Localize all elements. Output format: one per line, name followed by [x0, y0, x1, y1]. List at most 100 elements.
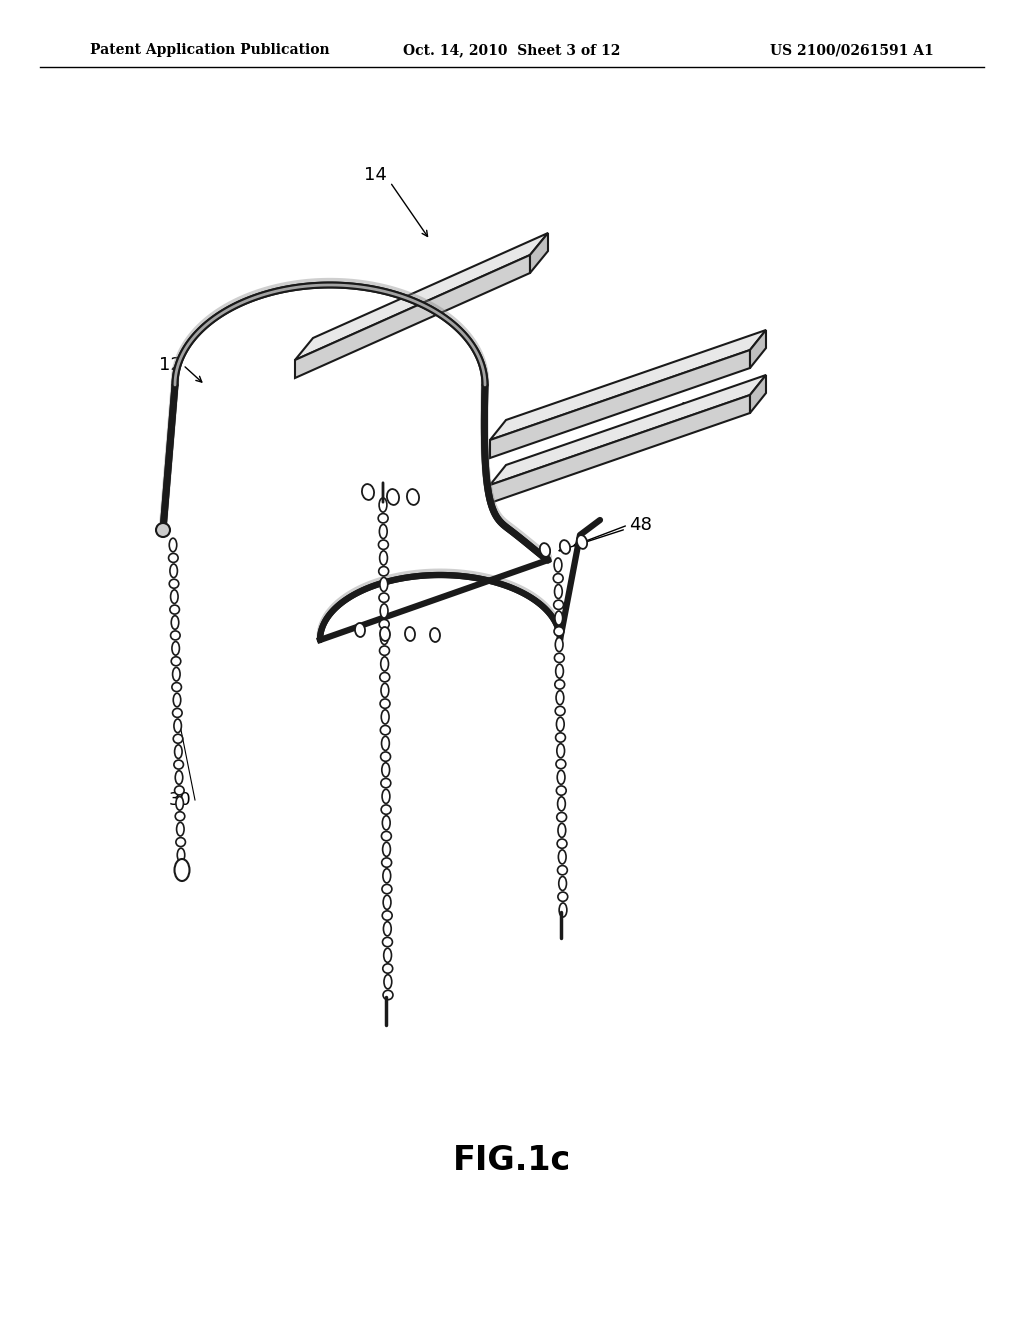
Ellipse shape — [172, 642, 179, 655]
Ellipse shape — [380, 672, 390, 682]
Ellipse shape — [556, 759, 566, 768]
Ellipse shape — [557, 813, 566, 822]
Ellipse shape — [382, 737, 389, 751]
Polygon shape — [750, 330, 766, 368]
Ellipse shape — [380, 726, 390, 735]
Text: 48: 48 — [629, 516, 651, 535]
Ellipse shape — [383, 990, 393, 999]
Ellipse shape — [383, 937, 392, 946]
Ellipse shape — [380, 603, 388, 618]
Ellipse shape — [170, 605, 179, 614]
Ellipse shape — [383, 842, 390, 857]
Text: 10: 10 — [698, 411, 721, 429]
Ellipse shape — [577, 535, 587, 549]
Ellipse shape — [381, 710, 389, 723]
Ellipse shape — [555, 680, 564, 689]
Ellipse shape — [382, 816, 390, 830]
Polygon shape — [490, 350, 750, 458]
Ellipse shape — [382, 911, 392, 920]
Text: 12: 12 — [159, 356, 181, 374]
Ellipse shape — [171, 590, 178, 603]
Ellipse shape — [380, 700, 390, 709]
Text: FIG.1c: FIG.1c — [453, 1143, 571, 1176]
Ellipse shape — [383, 921, 391, 936]
Ellipse shape — [176, 796, 183, 810]
Ellipse shape — [176, 822, 184, 836]
Ellipse shape — [171, 615, 179, 630]
Text: 30: 30 — [169, 791, 191, 809]
Ellipse shape — [555, 585, 562, 598]
Ellipse shape — [380, 577, 388, 591]
Ellipse shape — [554, 558, 562, 572]
Circle shape — [156, 523, 170, 537]
Polygon shape — [295, 234, 548, 360]
Ellipse shape — [540, 543, 550, 557]
Ellipse shape — [174, 859, 189, 880]
Ellipse shape — [556, 733, 565, 742]
Ellipse shape — [173, 693, 181, 706]
Ellipse shape — [384, 974, 392, 989]
Ellipse shape — [557, 743, 564, 758]
Ellipse shape — [379, 524, 387, 539]
Ellipse shape — [174, 744, 182, 759]
Ellipse shape — [172, 682, 181, 692]
Ellipse shape — [171, 631, 180, 640]
Polygon shape — [750, 375, 766, 413]
Ellipse shape — [173, 668, 180, 681]
Ellipse shape — [555, 706, 565, 715]
Ellipse shape — [381, 657, 388, 671]
Text: Oct. 14, 2010  Sheet 3 of 12: Oct. 14, 2010 Sheet 3 of 12 — [403, 44, 621, 57]
Ellipse shape — [558, 892, 567, 902]
Ellipse shape — [379, 498, 387, 512]
Ellipse shape — [176, 838, 185, 846]
Ellipse shape — [430, 628, 440, 642]
Ellipse shape — [361, 484, 374, 500]
Ellipse shape — [379, 566, 389, 576]
Ellipse shape — [384, 948, 391, 962]
Ellipse shape — [173, 734, 182, 743]
Ellipse shape — [169, 539, 177, 552]
Ellipse shape — [556, 717, 564, 731]
Ellipse shape — [381, 752, 390, 762]
Ellipse shape — [387, 488, 399, 506]
Ellipse shape — [556, 664, 563, 678]
Polygon shape — [295, 255, 530, 378]
Polygon shape — [490, 395, 750, 503]
Ellipse shape — [553, 574, 563, 583]
Ellipse shape — [169, 579, 179, 589]
Ellipse shape — [558, 824, 565, 837]
Ellipse shape — [404, 627, 415, 642]
Ellipse shape — [175, 812, 184, 821]
Ellipse shape — [381, 631, 388, 644]
Ellipse shape — [382, 763, 389, 777]
Ellipse shape — [554, 627, 564, 636]
Ellipse shape — [557, 840, 567, 849]
Ellipse shape — [557, 866, 567, 875]
Ellipse shape — [558, 850, 566, 865]
Ellipse shape — [557, 771, 565, 784]
Ellipse shape — [554, 601, 563, 610]
Ellipse shape — [555, 611, 562, 626]
Ellipse shape — [381, 805, 391, 814]
Ellipse shape — [559, 876, 566, 891]
Ellipse shape — [382, 789, 390, 804]
Ellipse shape — [381, 779, 391, 788]
Ellipse shape — [380, 550, 387, 565]
Ellipse shape — [170, 564, 177, 578]
Ellipse shape — [379, 593, 389, 602]
Ellipse shape — [383, 964, 392, 973]
Ellipse shape — [560, 540, 570, 554]
Ellipse shape — [177, 849, 184, 862]
Ellipse shape — [383, 869, 391, 883]
Ellipse shape — [555, 638, 563, 652]
Text: US 2100/0261591 A1: US 2100/0261591 A1 — [770, 44, 934, 57]
Ellipse shape — [381, 684, 389, 697]
Ellipse shape — [407, 488, 419, 506]
Ellipse shape — [173, 709, 182, 717]
Ellipse shape — [355, 623, 365, 638]
Ellipse shape — [378, 513, 388, 523]
Ellipse shape — [382, 858, 391, 867]
Polygon shape — [490, 375, 766, 484]
Ellipse shape — [382, 884, 392, 894]
Ellipse shape — [381, 832, 391, 841]
